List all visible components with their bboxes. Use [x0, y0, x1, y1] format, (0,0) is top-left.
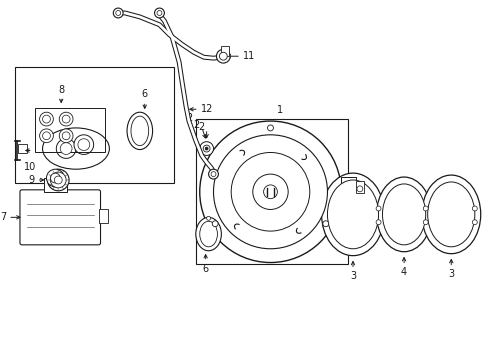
Circle shape: [423, 220, 427, 225]
FancyBboxPatch shape: [20, 190, 101, 245]
Text: 12: 12: [200, 104, 213, 114]
Ellipse shape: [421, 175, 480, 254]
Circle shape: [375, 220, 380, 225]
Text: 1: 1: [277, 105, 283, 115]
Circle shape: [56, 139, 76, 158]
Text: 6: 6: [202, 264, 208, 274]
Circle shape: [203, 145, 210, 152]
Circle shape: [211, 172, 216, 176]
Circle shape: [157, 10, 162, 15]
Circle shape: [62, 115, 70, 123]
Text: 3: 3: [447, 269, 453, 279]
Ellipse shape: [131, 116, 148, 145]
Circle shape: [154, 8, 164, 18]
Circle shape: [62, 132, 70, 140]
Text: 5: 5: [91, 191, 98, 201]
Circle shape: [59, 129, 73, 143]
Ellipse shape: [42, 128, 109, 169]
Text: 2: 2: [193, 120, 199, 130]
Circle shape: [40, 112, 53, 126]
Ellipse shape: [321, 173, 384, 256]
Ellipse shape: [427, 182, 474, 247]
Bar: [341, 177, 355, 197]
Bar: [15, 67, 174, 183]
Circle shape: [78, 139, 89, 150]
Text: 4: 4: [400, 267, 407, 278]
Circle shape: [252, 174, 287, 210]
Circle shape: [50, 172, 66, 188]
Circle shape: [213, 135, 327, 249]
Ellipse shape: [382, 184, 425, 245]
Circle shape: [47, 169, 69, 191]
Circle shape: [267, 125, 273, 131]
Bar: [18, 144, 27, 153]
Bar: [355, 181, 363, 193]
Ellipse shape: [127, 112, 152, 149]
Circle shape: [212, 221, 218, 227]
Circle shape: [199, 121, 341, 262]
Circle shape: [423, 206, 427, 211]
Circle shape: [205, 147, 208, 150]
Circle shape: [42, 115, 50, 123]
Text: 3: 3: [349, 271, 355, 282]
Circle shape: [50, 173, 60, 183]
Circle shape: [206, 216, 210, 220]
Circle shape: [54, 176, 62, 184]
Circle shape: [113, 8, 123, 18]
Circle shape: [322, 221, 328, 227]
Circle shape: [219, 52, 227, 60]
Text: 8: 8: [58, 85, 64, 95]
Text: 11: 11: [243, 51, 255, 61]
Circle shape: [216, 49, 230, 63]
Text: 9: 9: [28, 175, 35, 185]
Circle shape: [46, 169, 64, 187]
Ellipse shape: [199, 221, 217, 247]
Ellipse shape: [327, 180, 378, 249]
Bar: [43, 178, 67, 192]
Circle shape: [471, 220, 476, 225]
Bar: [221, 46, 229, 56]
Circle shape: [60, 143, 72, 154]
Text: 10: 10: [23, 162, 36, 172]
Circle shape: [199, 142, 213, 156]
Circle shape: [74, 135, 93, 154]
Circle shape: [59, 112, 73, 126]
Circle shape: [208, 169, 218, 179]
Bar: [99, 210, 108, 223]
Text: 2: 2: [185, 113, 192, 123]
Circle shape: [356, 186, 362, 192]
Circle shape: [116, 10, 121, 15]
Text: 2: 2: [198, 122, 204, 132]
Text: 7: 7: [0, 212, 6, 222]
Circle shape: [40, 129, 53, 143]
Ellipse shape: [195, 217, 221, 251]
Text: 6: 6: [142, 89, 147, 99]
Circle shape: [375, 206, 380, 211]
Circle shape: [231, 153, 309, 231]
Ellipse shape: [376, 177, 431, 252]
Circle shape: [42, 132, 50, 140]
Bar: [195, 119, 347, 265]
Circle shape: [263, 185, 277, 199]
Bar: [35, 108, 105, 153]
Circle shape: [471, 206, 476, 211]
